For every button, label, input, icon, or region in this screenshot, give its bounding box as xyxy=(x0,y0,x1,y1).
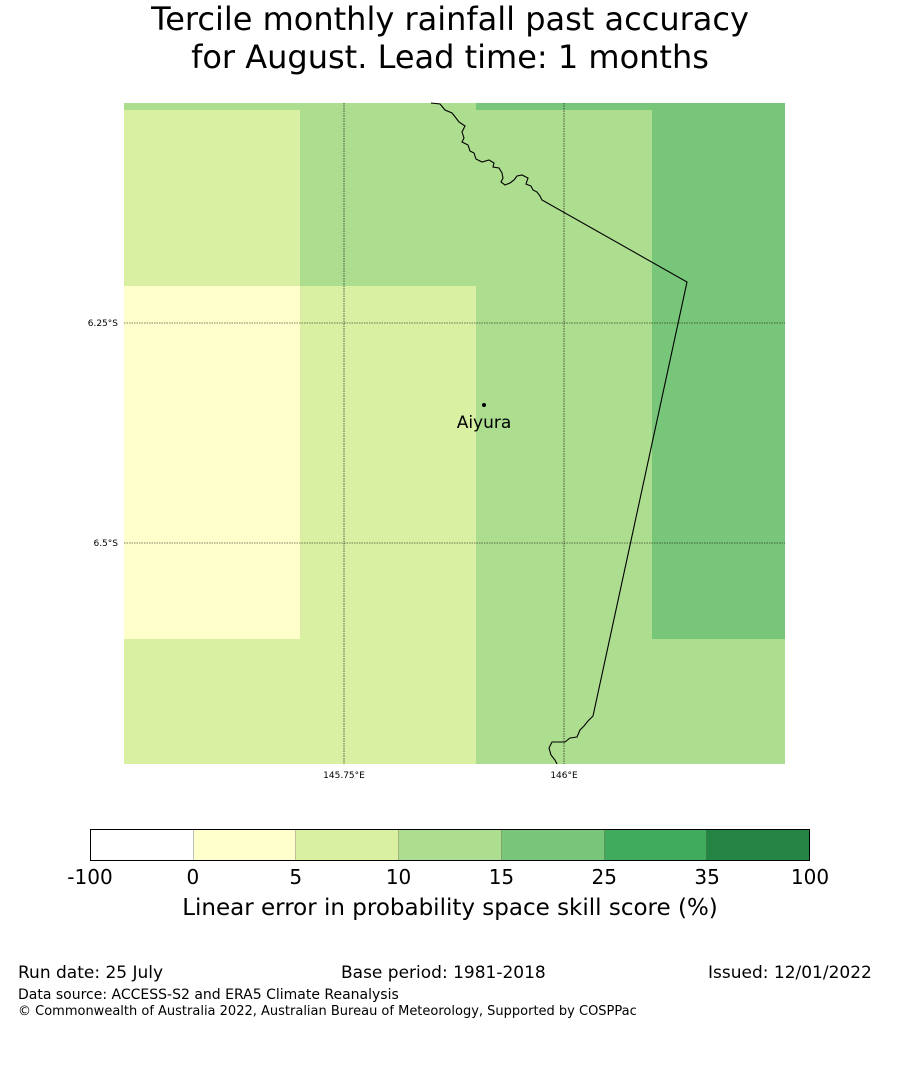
lon-label-146: 146°E xyxy=(550,771,578,781)
grid-cell-top-strip-1 xyxy=(476,103,785,110)
colorbar-tick-label: -100 xyxy=(67,865,113,889)
grid-cell-r1-c0 xyxy=(124,286,300,639)
map-title-line-2: for August. Lead time: 1 months xyxy=(191,38,709,76)
grid-cell-r0-c1 xyxy=(300,110,476,286)
issued-date: Issued: 12/01/2022 xyxy=(708,963,872,983)
grid-cell-r0-c0 xyxy=(124,110,300,286)
lat-label-6.25: 6.25°S xyxy=(88,319,119,329)
colorbar-title: Linear error in probability space skill … xyxy=(182,895,718,921)
grid-cell-r1-c3 xyxy=(652,286,785,639)
colorbar-tick-label: 10 xyxy=(385,865,412,889)
data-source: Data source: ACCESS-S2 and ERA5 Climate … xyxy=(18,987,399,1003)
grid-cell-r0-c3 xyxy=(652,110,785,286)
colorbar-segment xyxy=(501,830,605,860)
colorbar-segment xyxy=(296,830,400,860)
base-period: Base period: 1981-2018 xyxy=(341,963,546,983)
run-date: Run date: 25 July xyxy=(18,963,164,983)
grid-cell-r2-c0 xyxy=(124,639,300,764)
colorbar xyxy=(90,829,810,861)
colorbar-tick-label: 0 xyxy=(186,865,200,889)
place-marker xyxy=(482,403,486,407)
colorbar-tick-label: 25 xyxy=(591,865,618,889)
colorbar-segment xyxy=(193,830,297,860)
colorbar-tick-label: 35 xyxy=(694,865,720,889)
lon-label-145.75: 145.75°E xyxy=(323,771,365,781)
map-plot: 6.25°S 6.5°S 145.75°E 146°E Aiyura xyxy=(88,102,785,781)
grid-cell-r1-c1 xyxy=(300,286,476,639)
map-title-line-1: Tercile monthly rainfall past accuracy xyxy=(151,0,749,38)
colorbar-segment xyxy=(707,830,810,860)
colorbar-tick-label: 100 xyxy=(790,865,830,889)
colorbar-tick-label: 5 xyxy=(289,865,303,889)
colorbar-segment xyxy=(604,830,708,860)
colorbar-tick-label: 15 xyxy=(488,865,515,889)
skill-grid xyxy=(124,103,785,764)
grid-cell-r2-c3 xyxy=(652,639,785,764)
grid-cell-top-strip-0 xyxy=(124,103,476,110)
lat-label-6.5: 6.5°S xyxy=(93,539,118,549)
place-label: Aiyura xyxy=(457,413,512,433)
grid-cell-r2-c1 xyxy=(300,639,476,764)
map-title: Tercile monthly rainfall past accuracy f… xyxy=(0,0,900,76)
coastline xyxy=(430,102,688,765)
copyright: © Commonwealth of Australia 2022, Austra… xyxy=(18,1004,637,1019)
colorbar-segment xyxy=(91,830,194,860)
colorbar-segment xyxy=(399,830,502,860)
